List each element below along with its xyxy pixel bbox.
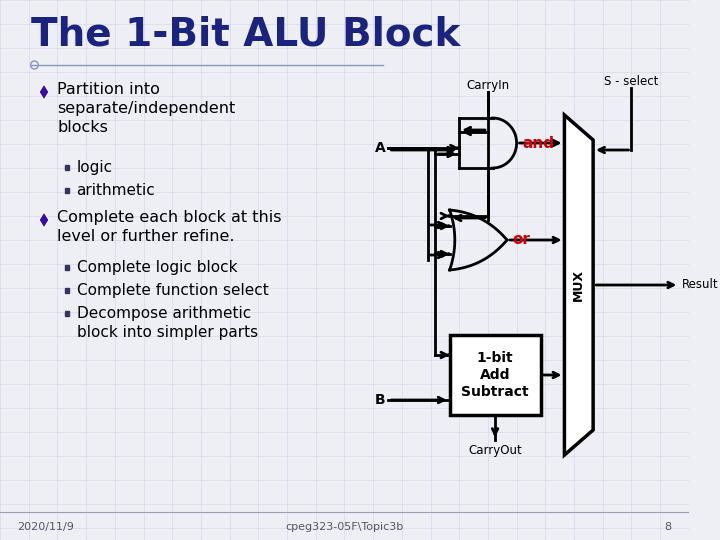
- Polygon shape: [564, 115, 593, 455]
- Text: CarryIn: CarryIn: [467, 79, 510, 92]
- Polygon shape: [65, 287, 69, 293]
- Text: arithmetic: arithmetic: [76, 183, 156, 198]
- Text: cpeg323-05F\Topic3b: cpeg323-05F\Topic3b: [285, 522, 403, 532]
- Text: or: or: [513, 233, 531, 247]
- Polygon shape: [65, 265, 69, 269]
- Text: MUX: MUX: [572, 269, 585, 301]
- Text: Complete logic block: Complete logic block: [76, 260, 237, 275]
- Bar: [449, 335, 541, 415]
- Text: logic: logic: [76, 160, 112, 175]
- Text: Complete each block at this
level or further refine.: Complete each block at this level or fur…: [58, 210, 282, 244]
- Text: 8: 8: [665, 522, 672, 532]
- Polygon shape: [65, 165, 69, 170]
- Polygon shape: [39, 212, 49, 228]
- Text: A: A: [375, 141, 386, 155]
- Text: 1-bit
Add
Subtract: 1-bit Add Subtract: [462, 350, 529, 399]
- Text: Partition into
separate/independent
blocks: Partition into separate/independent bloc…: [58, 82, 235, 136]
- Text: 2020/11/9: 2020/11/9: [17, 522, 74, 532]
- Polygon shape: [39, 84, 49, 100]
- Text: The 1-Bit ALU Block: The 1-Bit ALU Block: [31, 15, 460, 53]
- Text: Result: Result: [682, 279, 719, 292]
- Text: B: B: [375, 393, 386, 407]
- Text: Decompose arithmetic
block into simpler parts: Decompose arithmetic block into simpler …: [76, 306, 258, 340]
- Text: Complete function select: Complete function select: [76, 283, 269, 298]
- Text: S - select: S - select: [604, 75, 659, 88]
- Text: and: and: [522, 136, 554, 151]
- Polygon shape: [65, 187, 69, 192]
- Polygon shape: [65, 310, 69, 315]
- Text: CarryOut: CarryOut: [468, 444, 522, 457]
